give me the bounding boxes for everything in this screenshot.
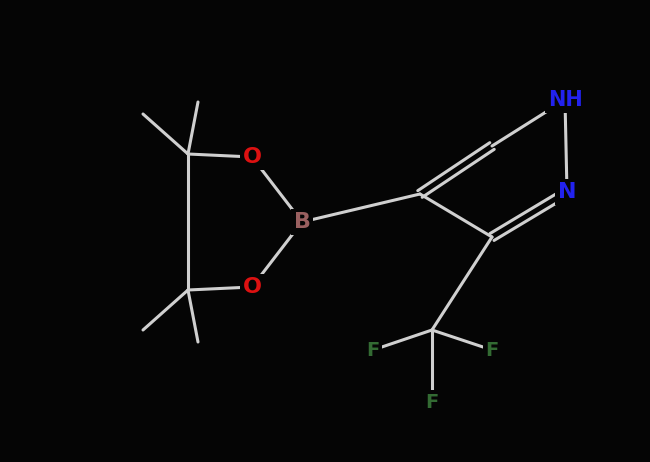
Text: O: O <box>242 277 261 297</box>
Text: F: F <box>486 340 499 359</box>
Text: O: O <box>242 147 261 167</box>
Text: NH: NH <box>547 90 582 110</box>
Text: F: F <box>367 340 380 359</box>
Text: B: B <box>294 212 311 232</box>
Text: F: F <box>425 393 439 412</box>
Text: N: N <box>558 182 577 202</box>
